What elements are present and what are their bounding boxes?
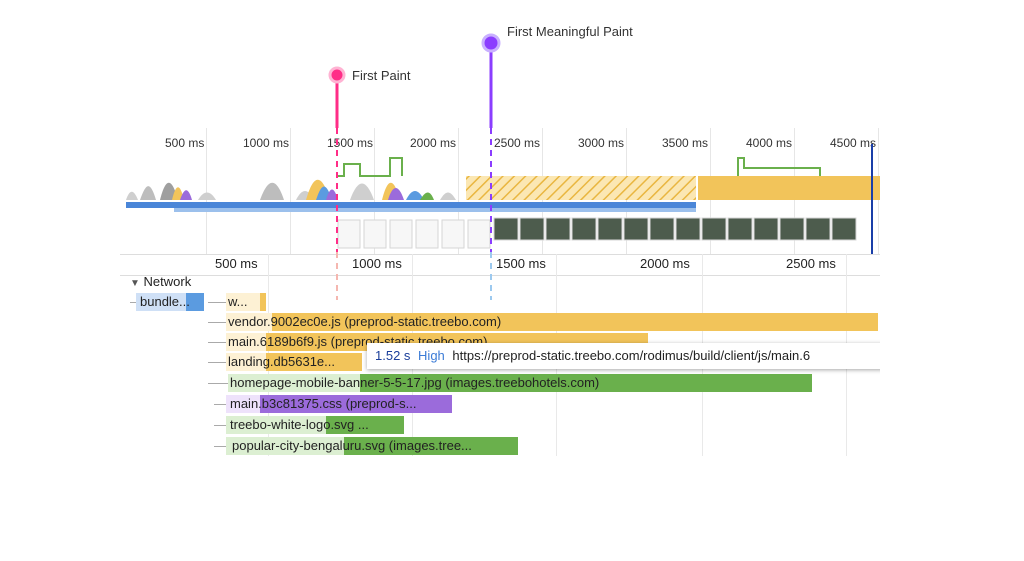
network-row[interactable]: treebo-white-logo.svg ... (120, 416, 880, 434)
performance-panel: 500 ms 1000 ms 1500 ms 2000 ms 2500 ms 3… (120, 128, 880, 456)
ruler-tick: 1000 ms (352, 256, 402, 271)
ruler-tick: 1500 ms (496, 256, 546, 271)
ruler-tick: 2500 ms (786, 256, 836, 271)
ruler-tick: 2000 ms (640, 256, 690, 271)
overview-tick: 4000 ms (746, 136, 793, 150)
network-header-label: Network (143, 274, 192, 289)
network-section-header[interactable]: ▼ Network (130, 274, 191, 289)
overview-tick: 1500 ms (327, 136, 374, 150)
tooltip-priority: High (418, 348, 445, 363)
tooltip-duration: 1.52 s (375, 348, 411, 363)
tooltip-url: https://preprod-static.treebo.com/rodimu… (452, 348, 811, 363)
first-paint-label: First Paint (352, 68, 411, 83)
overview-tick: 2000 ms (410, 136, 457, 150)
request-tooltip: 1.52 s High https://preprod-static.treeb… (367, 343, 880, 369)
request-label: bundle... (140, 294, 190, 309)
overview-strip[interactable]: 500 ms 1000 ms 1500 ms 2000 ms 2500 ms 3… (120, 128, 880, 254)
overview-tick: 3000 ms (578, 136, 625, 150)
request-label: w... (228, 294, 248, 309)
network-row[interactable]: popular-city-bengaluru.svg (images.tree.… (120, 437, 880, 455)
first-meaningful-paint-marker-icon (481, 33, 501, 53)
overview-graph (126, 144, 880, 254)
time-ruler[interactable] (120, 254, 880, 276)
first-meaningful-paint-label: First Meaningful Paint (507, 24, 633, 39)
request-label: vendor.9002ec0e.js (preprod-static.treeb… (228, 314, 502, 329)
ruler-tick: 500 ms (215, 256, 258, 271)
network-row[interactable]: homepage-mobile-banner-5-5-17.jpg (image… (120, 374, 880, 392)
network-row[interactable]: landing.db5631e... (120, 353, 880, 371)
request-label: homepage-mobile-banner-5-5-17.jpg (image… (230, 375, 600, 390)
triangle-down-icon[interactable]: ▼ (130, 278, 140, 289)
network-row[interactable]: bundle... (120, 293, 880, 311)
network-row[interactable]: main.b3c81375.css (preprod-s... (120, 395, 880, 413)
request-label: main.b3c81375.css (preprod-s... (230, 396, 417, 411)
overview-tick: 2500 ms (494, 136, 541, 150)
overview-tick: 500 ms (165, 136, 205, 150)
request-label: popular-city-bengaluru.svg (images.tree.… (232, 438, 472, 453)
overview-tick: 4500 ms (830, 136, 877, 150)
network-row[interactable]: vendor.9002ec0e.js (preprod-static.treeb… (120, 313, 880, 331)
overview-tick: 1000 ms (243, 136, 290, 150)
network-row[interactable]: w... (120, 293, 880, 311)
overview-tick: 3500 ms (662, 136, 709, 150)
request-label: treebo-white-logo.svg ... (230, 417, 369, 432)
request-label: landing.db5631e... (228, 354, 335, 369)
first-paint-marker-icon (328, 66, 346, 84)
